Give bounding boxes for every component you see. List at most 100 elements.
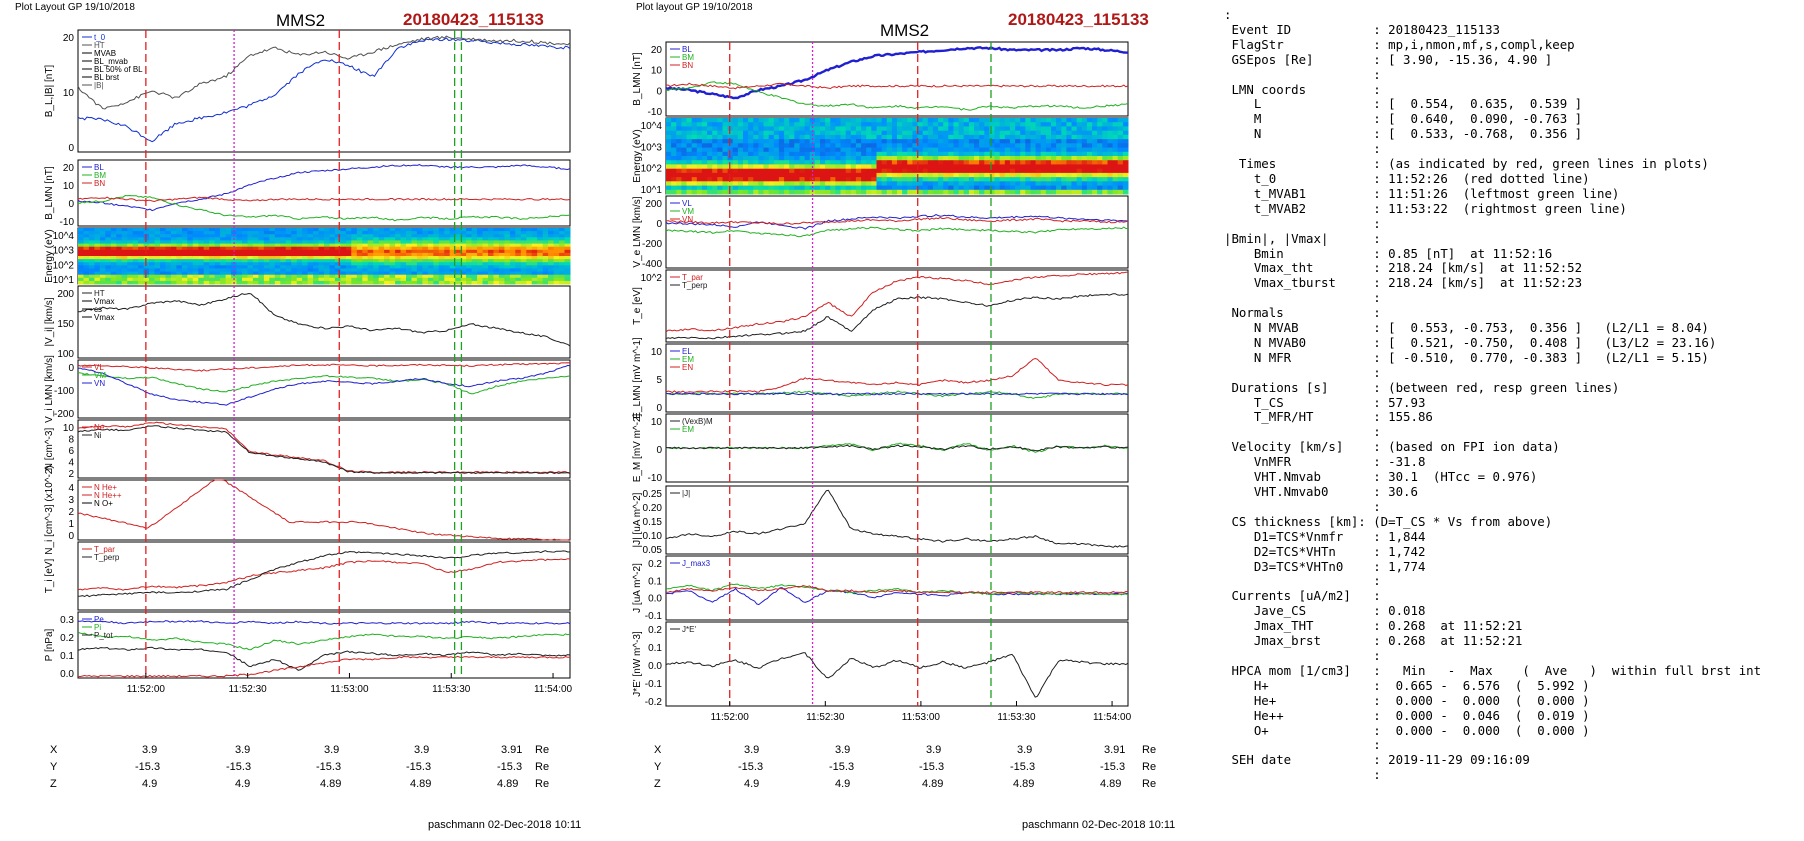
heat-cell bbox=[886, 160, 893, 165]
heat-cell bbox=[302, 271, 309, 276]
heat-cell bbox=[307, 262, 314, 266]
heat-cell bbox=[274, 237, 281, 241]
heat-cell bbox=[671, 130, 677, 136]
heat-cell bbox=[784, 139, 790, 144]
heat-cell bbox=[460, 277, 467, 282]
heat-cell bbox=[274, 234, 281, 238]
heat-cell bbox=[515, 246, 522, 251]
tick-label: 0 bbox=[68, 363, 74, 374]
heat-cell bbox=[855, 164, 862, 170]
heat-cell bbox=[902, 139, 908, 144]
heat-cell bbox=[367, 271, 374, 276]
heat-cell bbox=[154, 268, 161, 272]
heat-cell bbox=[313, 280, 320, 285]
heat-cell bbox=[422, 277, 429, 282]
heat-cell bbox=[258, 249, 265, 254]
heat-cell bbox=[83, 256, 90, 260]
heat-cell bbox=[758, 139, 764, 144]
heat-cell bbox=[1097, 177, 1103, 182]
heat-cell bbox=[345, 243, 352, 248]
heat-cell bbox=[116, 256, 123, 260]
heat-cell bbox=[968, 168, 975, 174]
pos-unit: Re bbox=[1142, 744, 1157, 756]
heat-cell bbox=[498, 234, 505, 238]
heat-cell bbox=[999, 156, 1006, 161]
time-tick-label: 11:52:00 bbox=[711, 712, 750, 723]
heat-cell bbox=[881, 147, 888, 153]
heat-cell bbox=[1066, 181, 1072, 186]
heat-cell bbox=[1097, 130, 1103, 136]
heat-cell bbox=[477, 228, 484, 232]
layout-label-mid: Plot layout GP 19/10/2018 bbox=[636, 2, 753, 13]
heat-cell bbox=[192, 268, 199, 272]
heat-cell bbox=[1086, 172, 1093, 178]
heat-cell bbox=[712, 147, 718, 153]
panel-frame bbox=[665, 485, 1129, 555]
heat-cell bbox=[444, 252, 451, 257]
heat-cell bbox=[989, 164, 995, 170]
heat-cell bbox=[1092, 164, 1098, 170]
heat-cell bbox=[542, 265, 549, 269]
heat-cell bbox=[753, 130, 759, 136]
heat-cell bbox=[691, 147, 698, 153]
heat-cell bbox=[192, 274, 199, 279]
heat-cell bbox=[891, 151, 898, 157]
heat-cell bbox=[559, 280, 566, 285]
heat-cell bbox=[176, 243, 183, 248]
heat-cell bbox=[773, 118, 780, 123]
heat-cell bbox=[263, 231, 270, 235]
heat-cell bbox=[138, 277, 145, 282]
heat-cell bbox=[247, 237, 254, 241]
heat-cell bbox=[242, 271, 248, 276]
heat-cell bbox=[1030, 181, 1037, 186]
heat-cell bbox=[727, 172, 734, 178]
heat-cell bbox=[220, 240, 227, 244]
heat-cell bbox=[263, 256, 270, 260]
heat-cell bbox=[1071, 130, 1078, 136]
heat-cell bbox=[1020, 143, 1026, 148]
heat-cell bbox=[427, 234, 434, 238]
heat-cell bbox=[296, 252, 303, 257]
heat-cell bbox=[927, 181, 934, 186]
heat-cell bbox=[198, 274, 205, 279]
heat-cell bbox=[307, 240, 314, 244]
heat-cell bbox=[110, 234, 117, 238]
heat-cell bbox=[291, 277, 298, 282]
heat-cell bbox=[671, 181, 677, 186]
heat-cell bbox=[187, 252, 194, 257]
heat-cell bbox=[722, 156, 729, 161]
heat-cell bbox=[999, 143, 1006, 148]
heat-cell bbox=[170, 243, 177, 248]
heat-cell bbox=[176, 249, 183, 254]
heat-cell bbox=[520, 256, 527, 260]
heat-cell bbox=[789, 147, 795, 153]
heat-cell bbox=[748, 134, 754, 140]
heat-cell bbox=[416, 262, 423, 266]
heat-cell bbox=[209, 228, 216, 232]
tick-label: 0 bbox=[656, 403, 662, 414]
heat-cell bbox=[531, 271, 538, 276]
heat-cell bbox=[1056, 126, 1062, 132]
heat-cell bbox=[362, 234, 369, 238]
heat-cell bbox=[329, 277, 336, 282]
heat-cell bbox=[258, 243, 265, 248]
heat-cell bbox=[712, 168, 718, 174]
heat-cell bbox=[559, 268, 566, 272]
heat-cell bbox=[340, 249, 347, 254]
event-marker-lines-mid bbox=[729, 42, 992, 706]
legend-label: BM bbox=[682, 53, 694, 62]
heat-cell bbox=[225, 271, 232, 276]
heat-cell bbox=[160, 234, 166, 238]
heat-cell bbox=[927, 122, 934, 127]
heat-cell bbox=[367, 265, 374, 269]
heat-cell bbox=[444, 243, 451, 248]
heat-cell bbox=[373, 246, 380, 251]
heat-cell bbox=[897, 164, 903, 170]
heat-cell bbox=[881, 156, 888, 161]
heat-cell bbox=[1025, 160, 1031, 165]
heat-cell bbox=[143, 237, 150, 241]
heat-cell bbox=[743, 181, 749, 186]
heat-cell bbox=[116, 231, 123, 235]
heat-cell bbox=[886, 177, 893, 182]
